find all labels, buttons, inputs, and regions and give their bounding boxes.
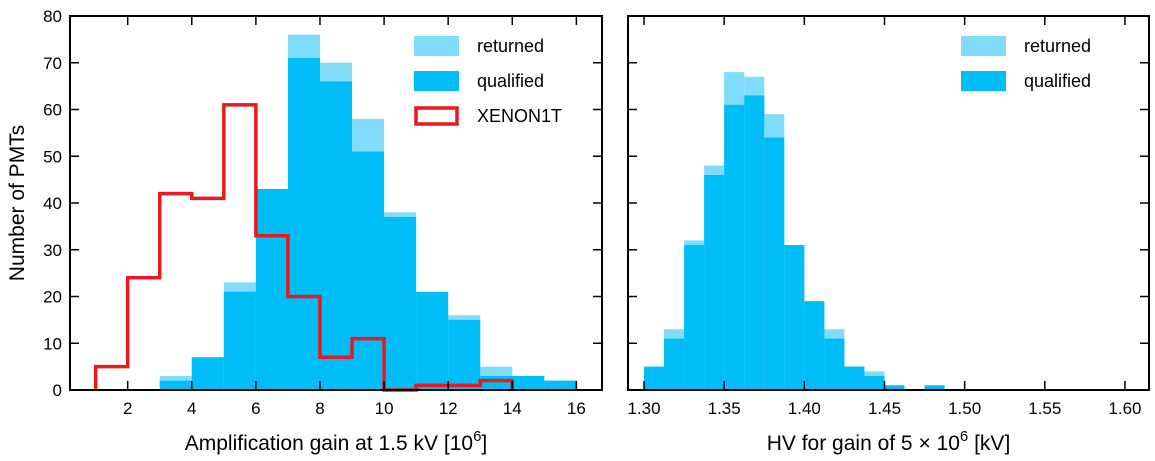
histogram-bar-qualified bbox=[824, 338, 845, 390]
histogram-bar-qualified bbox=[448, 319, 481, 390]
legend-label-qualified: qualified bbox=[1024, 71, 1091, 91]
histogram-bar-qualified bbox=[864, 375, 885, 390]
y-tick-label: 40 bbox=[43, 194, 62, 213]
legend-label-xenon1t: XENON1T bbox=[477, 106, 562, 126]
histogram-bar-qualified bbox=[159, 380, 192, 390]
histogram-bar-qualified bbox=[480, 375, 513, 390]
x-tick-label: 1.60 bbox=[1108, 399, 1141, 418]
x-tick-label: 2 bbox=[123, 399, 132, 418]
histogram-bar-qualified bbox=[724, 104, 745, 390]
x-tick-label: 1.35 bbox=[708, 399, 741, 418]
right-histogram-panel: 1.30 1.35 1.40 1.45 1.50 1.55 1.60 HV for gain … bbox=[627, 15, 1150, 455]
x-tick-label: 10 bbox=[375, 399, 394, 418]
x-tick-label: 1.30 bbox=[627, 399, 660, 418]
x-tick-label: 8 bbox=[315, 399, 324, 418]
histogram-bar-qualified bbox=[664, 338, 685, 390]
histogram-bar-qualified bbox=[764, 137, 785, 390]
x-tick-label: 1.45 bbox=[868, 399, 901, 418]
y-tick-label: 20 bbox=[43, 288, 62, 307]
legend-swatch-returned bbox=[961, 36, 1006, 56]
y-tick-label: 70 bbox=[43, 54, 62, 73]
histogram-bar-qualified bbox=[384, 217, 417, 390]
x-tick-label: 1.40 bbox=[788, 399, 821, 418]
histogram-bar-qualified bbox=[644, 366, 665, 390]
y-tick-label: 50 bbox=[43, 147, 62, 166]
histogram-bar-qualified bbox=[512, 375, 545, 390]
histogram-bar-qualified bbox=[884, 385, 905, 390]
histogram-bar-qualified bbox=[804, 301, 825, 390]
histogram-bar-qualified bbox=[704, 174, 725, 390]
histogram-bar-qualified bbox=[287, 58, 320, 390]
x-tick-label: 1.50 bbox=[948, 399, 981, 418]
histogram-bar-qualified bbox=[744, 95, 765, 390]
legend-swatch-qualified bbox=[961, 71, 1006, 91]
histogram-bar-qualified bbox=[544, 380, 577, 390]
y-tick-label: 80 bbox=[43, 7, 62, 26]
left-histogram-panel: 0 10 20 30 40 50 60 70 80 2 4 6 8 10 12 14 16 Amplificati… bbox=[6, 7, 603, 455]
x-tick-label: 6 bbox=[251, 399, 260, 418]
histogram-bar-qualified bbox=[416, 291, 449, 390]
y-tick-label: 0 bbox=[53, 381, 62, 400]
x-axis-title: HV for gain of 5 × 106 [kV] bbox=[767, 428, 1011, 455]
legend-swatch-returned bbox=[414, 36, 459, 56]
legend-swatch-xenon1t bbox=[414, 106, 459, 126]
histogram-bar-qualified bbox=[191, 357, 224, 390]
histogram-bar-qualified bbox=[844, 366, 865, 390]
x-tick-label: 4 bbox=[187, 399, 196, 418]
histogram-bar-qualified bbox=[684, 245, 705, 390]
y-tick-label: 60 bbox=[43, 101, 62, 120]
histogram-bar-qualified bbox=[223, 291, 256, 390]
histogram-bar-qualified bbox=[255, 188, 288, 390]
legend-label-returned: returned bbox=[477, 36, 544, 56]
x-tick-label: 16 bbox=[567, 399, 586, 418]
y-tick-label: 30 bbox=[43, 241, 62, 260]
x-tick-label: 1.55 bbox=[1028, 399, 1061, 418]
histogram-bar-qualified bbox=[784, 245, 805, 390]
step-line-xenon1t bbox=[93, 103, 515, 392]
x-axis-title: Amplification gain at 1.5 kV [106] bbox=[185, 428, 488, 455]
x-tick-label: 14 bbox=[503, 399, 522, 418]
legend-label-returned: returned bbox=[1024, 36, 1091, 56]
histogram-bar-qualified bbox=[319, 81, 353, 390]
x-tick-label: 12 bbox=[439, 399, 458, 418]
legend-swatch-qualified bbox=[414, 71, 459, 91]
histogram-bar-qualified bbox=[924, 385, 945, 390]
y-axis-title: Number of PMTs bbox=[6, 125, 29, 281]
y-tick-label: 10 bbox=[43, 334, 62, 353]
histogram-bar-qualified bbox=[352, 151, 385, 390]
legend-label-qualified: qualified bbox=[477, 71, 544, 91]
